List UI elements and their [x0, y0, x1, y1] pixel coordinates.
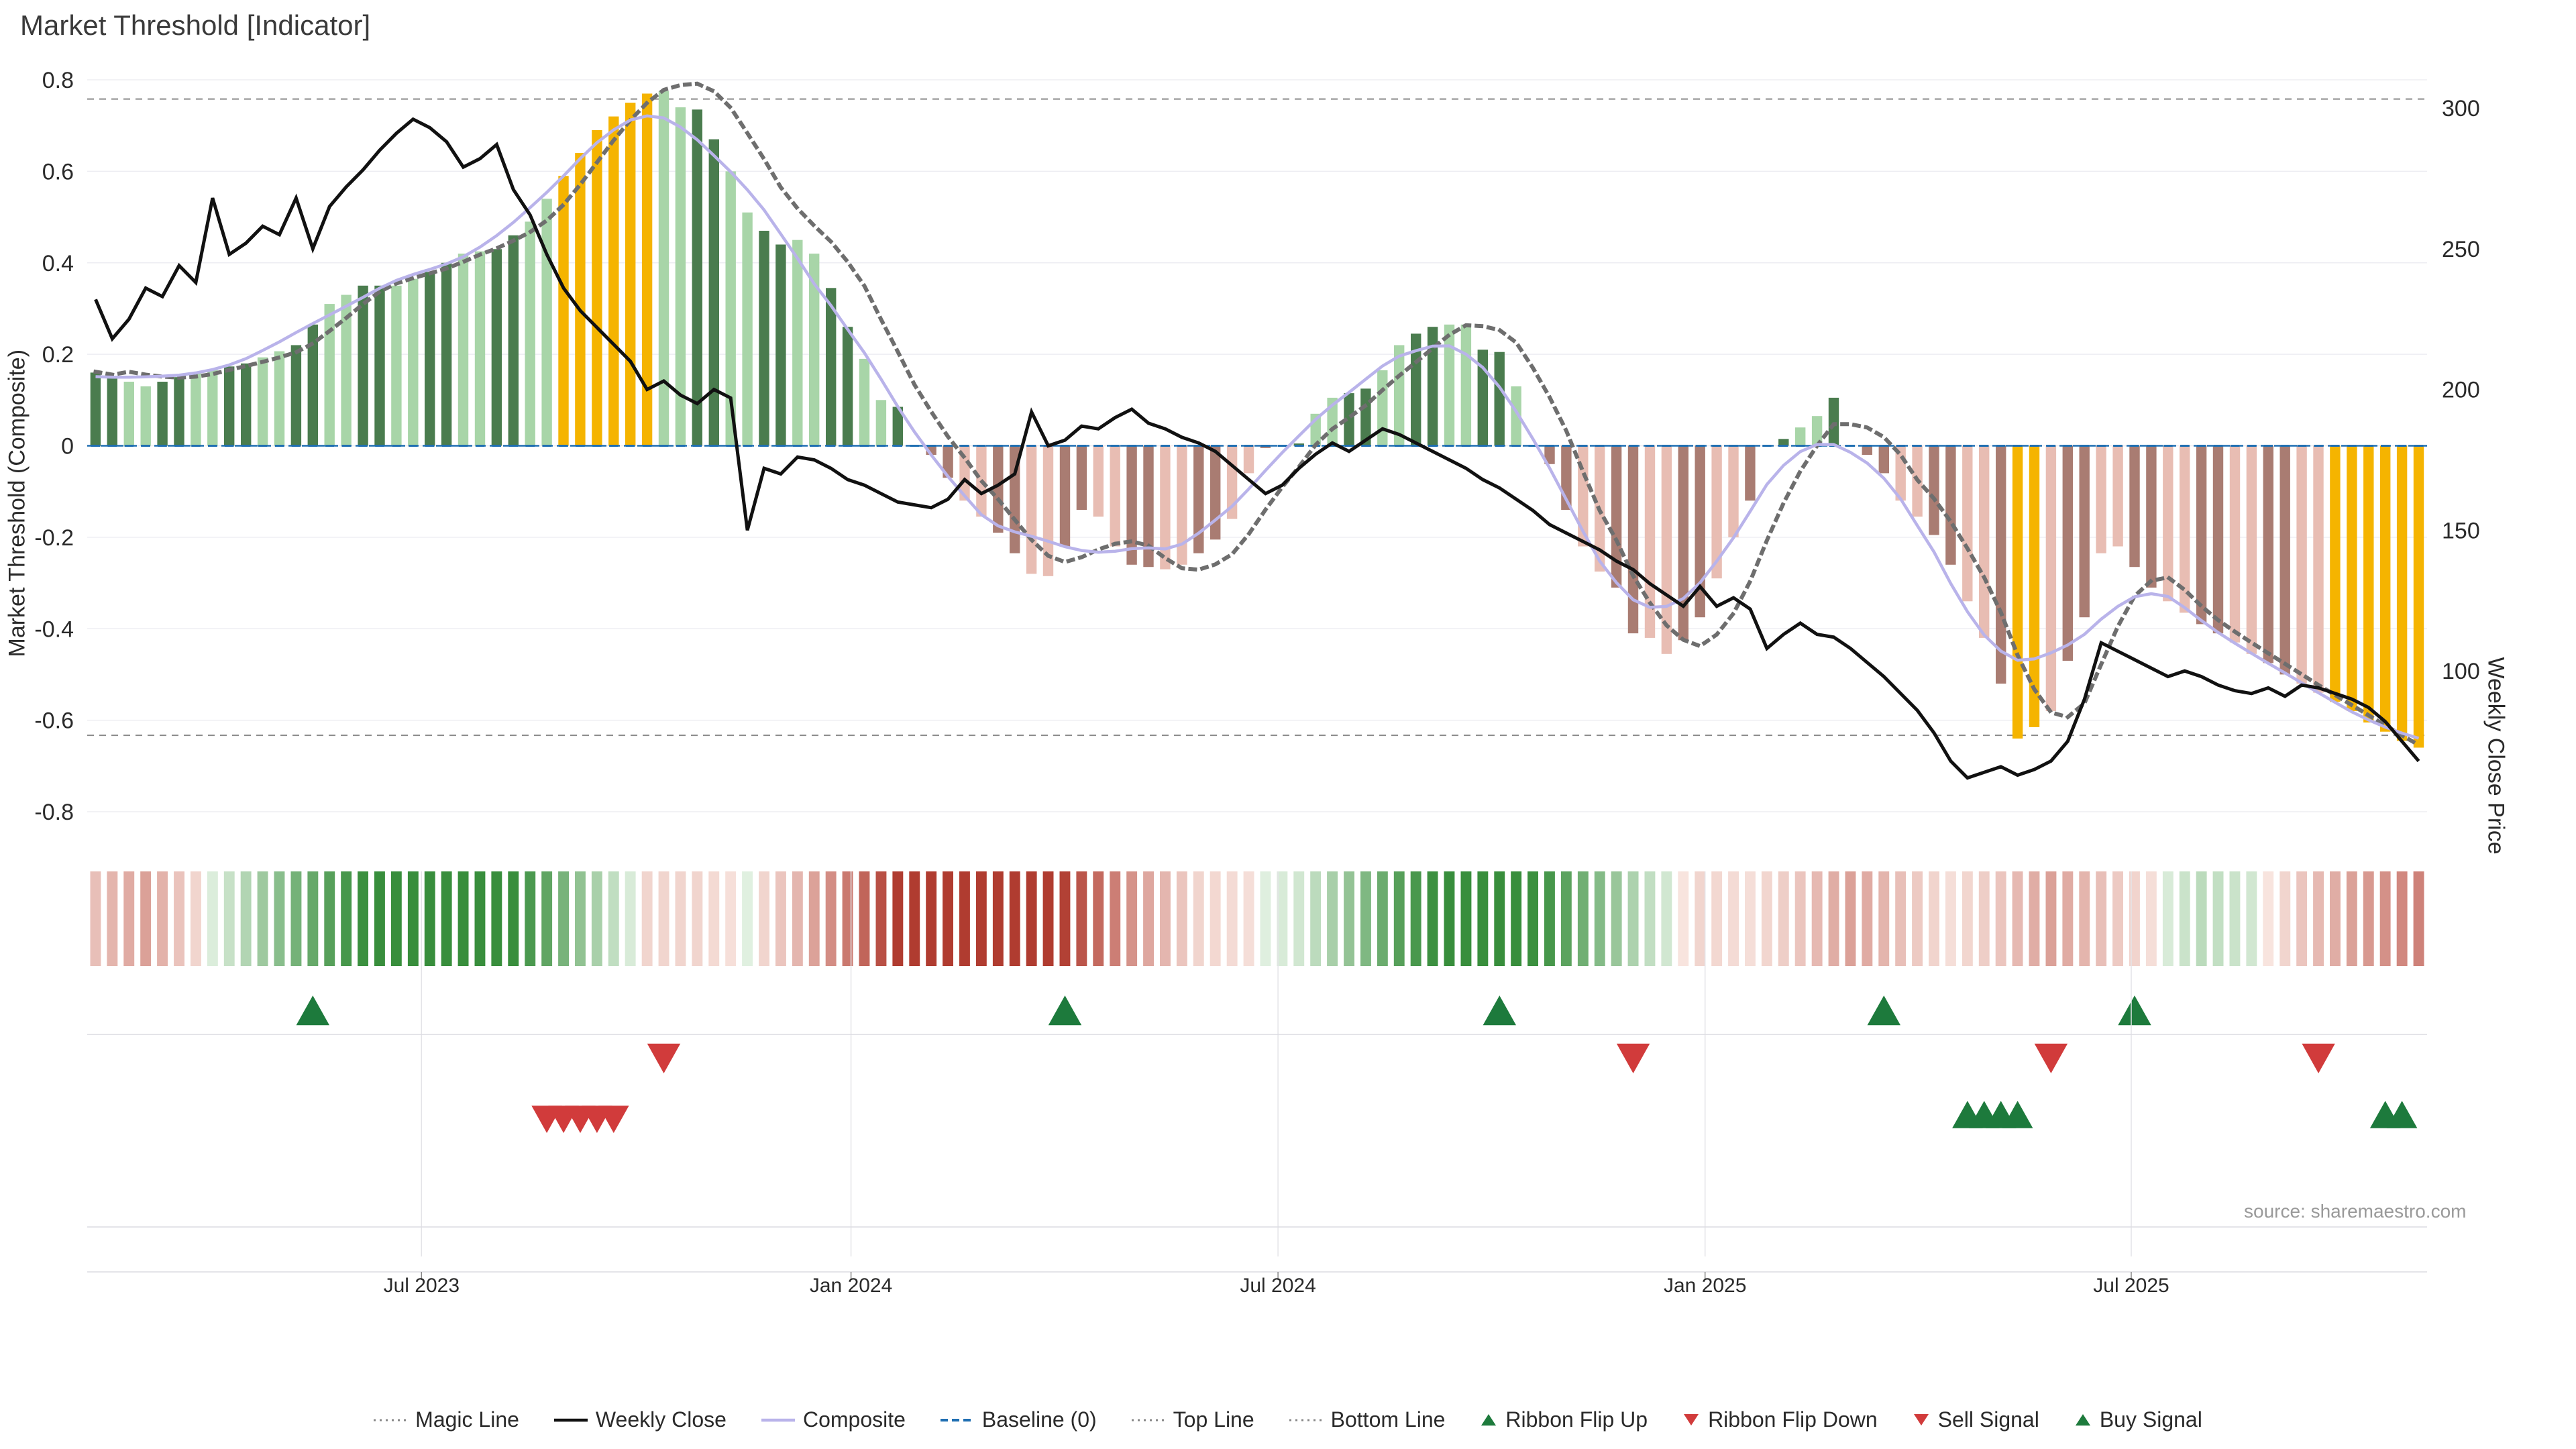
svg-text:-0.4: -0.4	[34, 616, 74, 642]
svg-text:-0.2: -0.2	[34, 525, 74, 551]
svg-text:0: 0	[61, 434, 74, 460]
svg-text:0.4: 0.4	[42, 251, 74, 276]
svg-text:250: 250	[2442, 237, 2480, 262]
svg-text:-0.8: -0.8	[34, 800, 74, 825]
svg-text:100: 100	[2442, 659, 2480, 684]
svg-text:0.6: 0.6	[42, 159, 74, 184]
svg-text:300: 300	[2442, 96, 2480, 121]
svg-text:0.8: 0.8	[42, 68, 74, 93]
svg-text:150: 150	[2442, 518, 2480, 543]
svg-text:200: 200	[2442, 378, 2480, 403]
svg-text:0.2: 0.2	[42, 342, 74, 368]
svg-text:-0.6: -0.6	[34, 708, 74, 734]
